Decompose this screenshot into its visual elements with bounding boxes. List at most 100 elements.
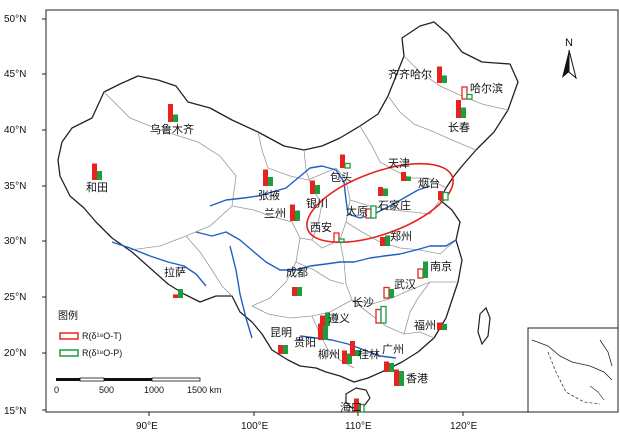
city-label-guiyang: 贵阳 <box>294 336 316 349</box>
legend-title: 图例 <box>58 309 78 322</box>
bar-temperature-nanjing <box>417 268 424 279</box>
city-label-fuzhou: 福州 <box>414 318 436 332</box>
scale-tick-label: 1000 <box>144 385 164 395</box>
bar-precipitation-guangzhou <box>389 363 394 372</box>
lat-label: 30°N <box>4 236 26 247</box>
bar-precipitation-yinchuan <box>315 185 320 194</box>
city-label-taiyuan: 太原 <box>346 205 368 218</box>
bar-precipitation-baotou <box>344 162 351 169</box>
legend-green-swatch <box>59 349 79 357</box>
bar-precipitation-taiyuan <box>370 205 377 219</box>
north-arrow: N <box>562 37 577 80</box>
bar-temperature-guilin <box>350 341 355 356</box>
bar-temperature-wuhan <box>383 286 390 299</box>
legend-red-label: R(δ¹⁸O-T) <box>82 331 122 341</box>
city-label-changchun: 长春 <box>448 121 470 134</box>
city-label-yantai: 烟台 <box>418 176 440 190</box>
north-label: N <box>565 37 573 49</box>
legend-green-label: R(δ¹⁸O-P) <box>82 348 122 358</box>
bar-precipitation-lanzhou <box>295 210 300 221</box>
city-label-tianjin: 天津 <box>388 157 410 170</box>
bar-temperature-shijiazhuang <box>378 187 383 196</box>
city-label-baotou: 包头 <box>330 171 352 184</box>
city-label-lanzhou: 兰州 <box>264 207 286 220</box>
bar-temperature-yantai <box>438 191 443 200</box>
bar-temperature-yinchuan <box>310 180 315 194</box>
bar-temperature-guangzhou <box>384 361 389 372</box>
lat-ticks <box>42 18 46 411</box>
bar-precipitation-xian <box>338 238 345 243</box>
bar-temperature-changchun <box>456 100 461 118</box>
lon-label: 90°E <box>136 421 158 432</box>
bar-temperature-qiqihar <box>437 66 442 83</box>
scale-tick-label: 500 <box>99 385 114 395</box>
bar-precipitation-hotan <box>97 171 102 180</box>
scale-tick-label: 1500 km <box>187 385 222 395</box>
city-label-liuzhou: 柳州 <box>318 347 340 361</box>
bar-precipitation-guiyang <box>323 325 328 340</box>
bar-temperature-haikou <box>354 398 359 412</box>
city-label-lhasa: 拉萨 <box>164 265 186 279</box>
bar-temperature-changsha <box>375 308 382 324</box>
bar-temperature-lanzhou <box>290 204 295 221</box>
bar-precipitation-guilin <box>355 350 360 356</box>
bar-precipitation-changchun <box>461 107 466 118</box>
bar-precipitation-tianjin <box>406 176 411 181</box>
bar-temperature-fuzhou <box>437 322 442 330</box>
city-label-zhengzhou: 郑州 <box>390 229 412 243</box>
city-label-guangzhou: 广州 <box>382 343 404 356</box>
bar-precipitation-nanjing <box>423 261 428 278</box>
yellow-river <box>209 165 431 219</box>
lon-ticks <box>148 412 464 416</box>
city-label-urumqi: 乌鲁木齐 <box>150 122 194 136</box>
bar-precipitation-shijiazhuang <box>383 188 388 196</box>
bar-precipitation-qiqihar <box>442 75 447 83</box>
lat-label: 25°N <box>4 292 26 303</box>
bar-temperature-harbin <box>461 86 468 100</box>
yangtze-river <box>195 231 457 271</box>
city-label-guilin: 桂林 <box>358 347 380 361</box>
south-china-sea-inset <box>527 327 619 413</box>
lat-label: 40°N <box>4 125 26 136</box>
bar-precipitation-chengdu <box>297 287 302 296</box>
city-label-changsha: 长沙 <box>352 296 374 309</box>
bar-precipitation-yantai <box>442 191 449 201</box>
bar-precipitation-wuhan <box>389 289 394 298</box>
city-label-hotan: 和田 <box>86 181 108 194</box>
bar-precipitation-lhasa <box>178 289 183 298</box>
city-label-zhangye: 张掖 <box>258 188 280 202</box>
bar-temperature-kunming <box>278 345 283 354</box>
bar-precipitation-fuzhou <box>442 324 447 330</box>
longitude-labels: 90°E 100°E 110°E 120°E <box>136 421 478 432</box>
lon-label: 110°E <box>345 421 372 432</box>
bar-temperature-urumqi <box>168 104 173 122</box>
lat-label: 35°N <box>4 181 26 192</box>
taiwan-island <box>477 306 491 346</box>
lat-label: 50°N <box>4 14 26 25</box>
lon-label: 100°E <box>241 421 269 432</box>
bar-precipitation-zhengzhou <box>385 235 390 246</box>
bar-temperature-zhengzhou <box>380 237 385 246</box>
city-label-wuhan: 武汉 <box>394 278 416 291</box>
bar-temperature-hongkong <box>394 369 399 386</box>
bar-precipitation-kunming <box>283 345 288 354</box>
city-label-chengdu: 成都 <box>286 266 308 279</box>
yarlung-river <box>111 241 207 287</box>
legend-red-swatch <box>59 332 79 340</box>
city-label-yinchuan: 银川 <box>306 196 328 210</box>
pearl-river <box>299 335 397 359</box>
bar-temperature-zunyi <box>320 315 325 326</box>
city-labels: 齐齐哈尔 哈尔滨 长春 乌鲁木齐 和田 包头 天津 烟台 张掖 银川 石家庄 太… <box>86 67 503 414</box>
bar-precipitation-hongkong <box>399 371 404 386</box>
bar-temperature-baotou <box>340 154 345 168</box>
lancang-river <box>229 245 253 339</box>
scale-tick-label: 0 <box>54 385 59 395</box>
city-label-nanjing: 南京 <box>430 259 452 273</box>
latitude-labels: 50°N 45°N 40°N 35°N 30°N 25°N 20°N 15°N <box>4 14 26 417</box>
lat-label: 45°N <box>4 69 26 80</box>
city-label-shijiazhuang: 石家庄 <box>378 198 411 212</box>
bar-temperature-liuzhou <box>342 350 347 364</box>
city-label-xian: 西安 <box>310 220 332 234</box>
bar-temperature-chengdu <box>292 287 297 296</box>
